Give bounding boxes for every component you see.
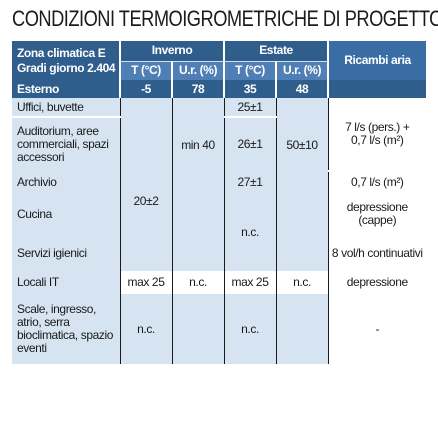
winter-header: Inverno xyxy=(120,41,226,62)
scale-summer-humidity xyxy=(276,294,329,364)
row-uffici: Uffici, buvette min 40 25±1 50±10 7 l/s … xyxy=(12,98,427,193)
summer-temp-header: T (°C) xyxy=(224,61,278,80)
auditorium-summer-temp: 26±1 xyxy=(224,117,277,171)
esterno-summer-humidity: 48 xyxy=(276,80,330,98)
uffici-label: Uffici, buvette xyxy=(12,98,121,118)
locali-it-summer-temp: max 25 xyxy=(224,271,277,294)
row-locali-it: Locali IT max 25 n.c. max 25 n.c. depres… xyxy=(12,271,427,294)
esterno-winter-temp: -5 xyxy=(120,80,173,98)
cucina-air-changes: depressione (cappe) xyxy=(328,193,427,235)
cucina-winter-humidity xyxy=(172,193,225,235)
locali-it-air-changes: depressione xyxy=(328,271,427,294)
servizi-summer-humidity xyxy=(276,235,329,271)
uffici-summer-temp: 25±1 xyxy=(224,98,277,118)
page-title: CONDIZIONI TERMOIGROMETRICHE DI PROGETTO xyxy=(12,6,438,31)
archivio-air-changes: 0,7 l/s (m²) xyxy=(328,171,427,193)
climate-zone-label: Zona climatica E xyxy=(17,45,106,60)
row-auditorium: Auditorium, aree commerciali, spazi acce… xyxy=(12,117,426,171)
servizi-label: Servizi igienici xyxy=(12,235,121,271)
offices-air-changes: 7 l/s (pers.) + 0,7 l/s (m²) xyxy=(328,98,427,172)
servizi-winter-temp xyxy=(120,235,173,271)
air-changes-header: Ricambi aria xyxy=(328,41,427,80)
esterno-winter-humidity: 78 xyxy=(172,80,226,98)
servizi-winter-humidity xyxy=(172,235,225,271)
degree-days-label: Gradi giorno 2.404 xyxy=(17,60,116,75)
locali-it-summer-humidity: n.c. xyxy=(276,271,329,294)
offices-winter-humidity: min 40 xyxy=(172,98,225,193)
conditions-table: Zona climatica E Gradi giorno 2.404 Inve… xyxy=(12,41,427,364)
cucina-label: Cucina xyxy=(12,193,121,235)
summer-humidity-header: U.r. (%) xyxy=(276,61,330,80)
offices-summer-humidity: 50±10 xyxy=(276,98,329,193)
summer-header: Estate xyxy=(224,41,330,62)
row-cucina: Cucina 20±2 n.c. depressione (cappe) xyxy=(12,193,427,271)
esterno-summer-temp: 35 xyxy=(224,80,278,98)
winter-temp-header: T (°C) xyxy=(120,61,173,80)
cucina-summer-humidity xyxy=(276,193,329,235)
archivio-label: Archivio xyxy=(12,171,121,193)
locali-it-label: Locali IT xyxy=(12,271,121,294)
locali-it-winter-humidity: n.c. xyxy=(172,271,225,294)
row-scale: Scale, ingresso, atrio, serra bioclimati… xyxy=(12,294,427,364)
climate-zone-header: Zona climatica E Gradi giorno 2.404 xyxy=(12,41,121,80)
esterno-label: Esterno xyxy=(12,80,121,98)
scale-winter-humidity xyxy=(172,294,225,364)
scale-label: Scale, ingresso, atrio, serra bioclimati… xyxy=(12,294,121,364)
scale-summer-temp: n.c. xyxy=(224,294,277,364)
winter-humidity-header: U.r. (%) xyxy=(172,61,226,80)
auditorium-label: Auditorium, aree commerciali, spazi acce… xyxy=(12,117,121,171)
offices-winter-temp xyxy=(120,98,173,193)
locali-it-winter-temp: max 25 xyxy=(120,271,173,294)
row-servizi: Servizi igienici 8 vol/h continuativi xyxy=(12,235,427,271)
scale-winter-temp: n.c. xyxy=(120,294,173,364)
cucina-servizi-summer-temp: n.c. xyxy=(224,193,277,271)
scale-air-changes: - xyxy=(328,294,427,364)
esterno-air-changes xyxy=(328,80,427,98)
servizi-air-changes: 8 vol/h continuativi xyxy=(328,235,427,271)
archivio-winter-temp: 20±2 xyxy=(120,193,173,235)
row-archivio: Archivio 27±1 0,7 l/s (m²) xyxy=(12,171,427,193)
row-esterno: Esterno -5 78 35 48 xyxy=(12,80,427,98)
archivio-summer-temp: 27±1 xyxy=(224,171,277,193)
